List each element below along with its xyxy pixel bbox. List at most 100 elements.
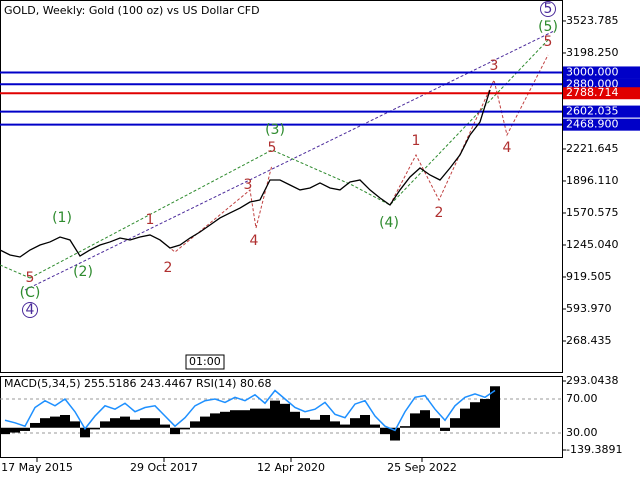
indicator-title: MACD(5,34,5) 255.5186 243.4467 RSI(14) 8… [4, 377, 271, 390]
macd-bar [10, 427, 20, 433]
macd-bar [190, 421, 200, 428]
wave-label: 4 [26, 302, 35, 318]
macd-bar [310, 419, 320, 428]
macd-bar [390, 427, 400, 441]
wave-label: (5) [538, 19, 558, 35]
macd-bar [250, 408, 260, 428]
time-box [185, 354, 225, 370]
wave-label: 2 [435, 205, 444, 221]
macd-bar [320, 414, 330, 428]
macd-bar [140, 418, 150, 428]
macd-bar [50, 416, 60, 428]
time-label: 01:00 [189, 355, 221, 368]
indicator-panel [0, 376, 563, 458]
macd-bar [230, 410, 240, 428]
macd-bar [110, 418, 120, 428]
y-tick-label: 268.435 [566, 334, 612, 347]
level-label: 2602.035 [566, 105, 619, 118]
macd-bar [120, 416, 130, 428]
macd-bar [330, 421, 340, 428]
rsi-line [4, 389, 496, 432]
wave-label: 3 [490, 58, 499, 74]
macd-bar [150, 418, 160, 428]
y-tick-label: 2221.645 [566, 142, 619, 155]
macd-bar [400, 426, 410, 428]
wave-line [389, 54, 549, 206]
macd-bar [80, 427, 90, 438]
wave-label: 2 [164, 260, 173, 276]
macd-bar [360, 414, 370, 428]
level-box [563, 66, 640, 79]
macd-bar [450, 418, 460, 428]
level-label: 2880.000 [566, 77, 619, 90]
wave-label: (3) [265, 122, 285, 138]
x-tick-label: 29 Oct 2017 [130, 461, 198, 474]
macd-bar [340, 424, 350, 428]
wave-label: 5 [544, 1, 553, 17]
y-tick-label: 3198.250 [566, 46, 619, 59]
macd-bar [490, 386, 500, 428]
macd-bar [290, 411, 300, 428]
wave-line [29, 39, 549, 279]
channel-line [24, 29, 557, 291]
wave-label: 1 [412, 133, 421, 149]
macd-bar [440, 427, 450, 431]
y-tick-label: 919.505 [566, 270, 612, 283]
macd-bar [210, 413, 220, 428]
macd-bar [130, 419, 140, 428]
macd-bar [30, 422, 40, 428]
wave-label: (1) [52, 210, 72, 226]
macd-bar [300, 418, 310, 428]
wave-label: (C) [20, 285, 41, 301]
wave-label: 4 [250, 233, 259, 249]
macd-bar [270, 400, 280, 428]
macd-bar [350, 418, 360, 428]
wave-circle [540, 1, 556, 17]
level-box [563, 118, 640, 131]
macd-bar [160, 424, 170, 428]
macd-bar [430, 418, 440, 428]
level-label: 2788.714 [566, 86, 619, 99]
y2-tick-label: 70.00 [566, 392, 598, 405]
macd-bar [280, 403, 290, 428]
wave-label: 4 [503, 140, 512, 156]
level-box [563, 87, 640, 100]
macd-bar [100, 421, 110, 428]
macd-bar [0, 427, 10, 435]
macd-bar [40, 418, 50, 428]
macd-bar [480, 399, 490, 428]
macd-bar [20, 427, 30, 431]
macd-bar [90, 427, 100, 430]
y-tick-label: 1896.110 [566, 174, 619, 187]
macd-bar [460, 408, 470, 428]
macd-bar [60, 414, 70, 428]
wave-label: 5 [544, 34, 553, 50]
macd-bar [260, 408, 270, 428]
level-box [563, 105, 640, 118]
x-tick-label: 25 Sep 2022 [387, 461, 457, 474]
y-tick-label: 293.0438 [566, 374, 619, 387]
wave-circle [22, 302, 38, 318]
x-tick-label: 17 May 2015 [1, 461, 73, 474]
y-tick-label: 593.970 [566, 302, 612, 315]
wave-label: 1 [146, 212, 155, 228]
level-label: 2468.900 [566, 118, 619, 131]
wave-label: 3 [244, 177, 253, 193]
wave-line [0, 264, 31, 279]
macd-bar [410, 413, 420, 428]
price-line [0, 89, 491, 258]
y-tick-label: 1570.575 [566, 206, 619, 219]
y-tick-label: 1245.040 [566, 238, 619, 251]
macd-bar [420, 410, 430, 428]
wave-label: 5 [26, 270, 35, 286]
macd-bar [70, 421, 80, 428]
wave-label: (2) [73, 264, 93, 280]
y-tick-label: 3523.785 [566, 14, 619, 27]
macd-bar [170, 427, 180, 435]
macd-bar [240, 410, 250, 428]
macd-bar [380, 427, 390, 435]
wave-label: (4) [379, 215, 399, 231]
macd-bar [370, 424, 380, 428]
